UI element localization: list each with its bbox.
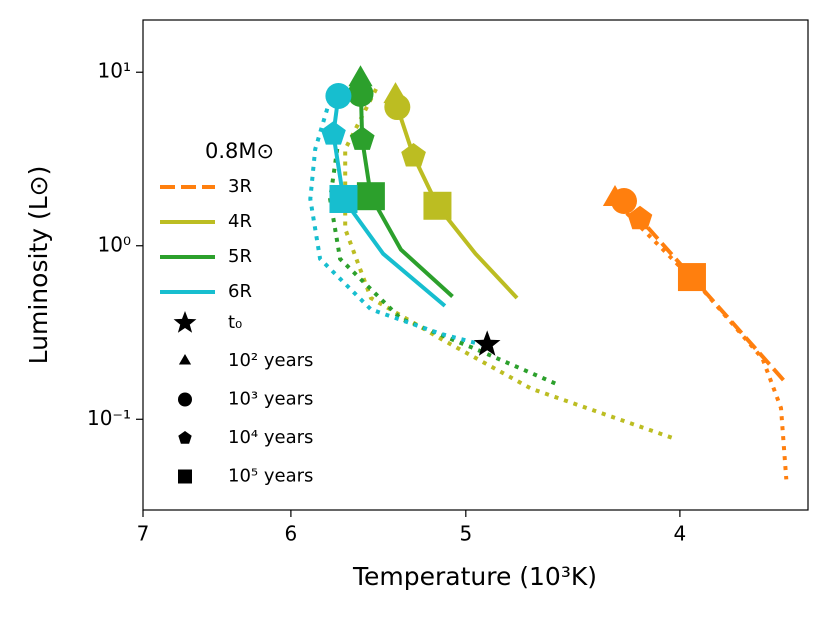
- x-axis-label: Temperature (10³K): [352, 562, 597, 591]
- marker: [348, 65, 373, 87]
- y-tick-label: 10⁰: [98, 232, 131, 256]
- track-line: [615, 197, 786, 382]
- marker: [178, 431, 192, 444]
- x-tick-label: 7: [137, 522, 150, 546]
- dotted-track: [328, 128, 558, 386]
- x-tick-label: 4: [674, 522, 687, 546]
- x-tick-label: 6: [285, 522, 298, 546]
- marker: [178, 469, 192, 484]
- plot-frame: [142, 19, 809, 511]
- legend-label: t₀: [228, 312, 242, 333]
- y-tick-label: 10¹: [98, 59, 131, 83]
- marker: [356, 182, 385, 211]
- marker: [384, 94, 411, 121]
- marker: [321, 121, 346, 145]
- track-line: [393, 90, 519, 300]
- marker: [173, 311, 197, 333]
- marker: [610, 188, 637, 215]
- legend-label: 3R: [228, 176, 252, 197]
- marker: [423, 191, 452, 220]
- dotted-track: [611, 197, 789, 480]
- legend-label: 4R: [228, 211, 252, 232]
- marker: [325, 82, 352, 109]
- marker: [178, 354, 192, 365]
- x-tick-label: 5: [459, 522, 472, 546]
- legend-title: 0.8M⊙: [205, 139, 274, 163]
- legend-label: 10⁵ years: [228, 466, 313, 487]
- marker: [627, 205, 653, 230]
- marker: [401, 143, 426, 167]
- marker: [347, 80, 374, 107]
- legend-label: 5R: [228, 246, 252, 267]
- marker: [349, 126, 375, 150]
- marker: [677, 263, 706, 292]
- dotted-track: [308, 98, 482, 347]
- y-axis-label: Luminosity (L⊙): [24, 166, 53, 365]
- legend-label: 10⁴ years: [228, 427, 313, 448]
- legend-label: 6R: [228, 281, 252, 302]
- marker: [473, 330, 501, 356]
- legend-label: 10³ years: [228, 389, 313, 410]
- dotted-track: [343, 88, 674, 440]
- marker: [178, 392, 192, 407]
- y-tick-label: 10⁻¹: [87, 406, 131, 430]
- marker: [329, 184, 358, 213]
- legend-label: 10² years: [228, 350, 313, 371]
